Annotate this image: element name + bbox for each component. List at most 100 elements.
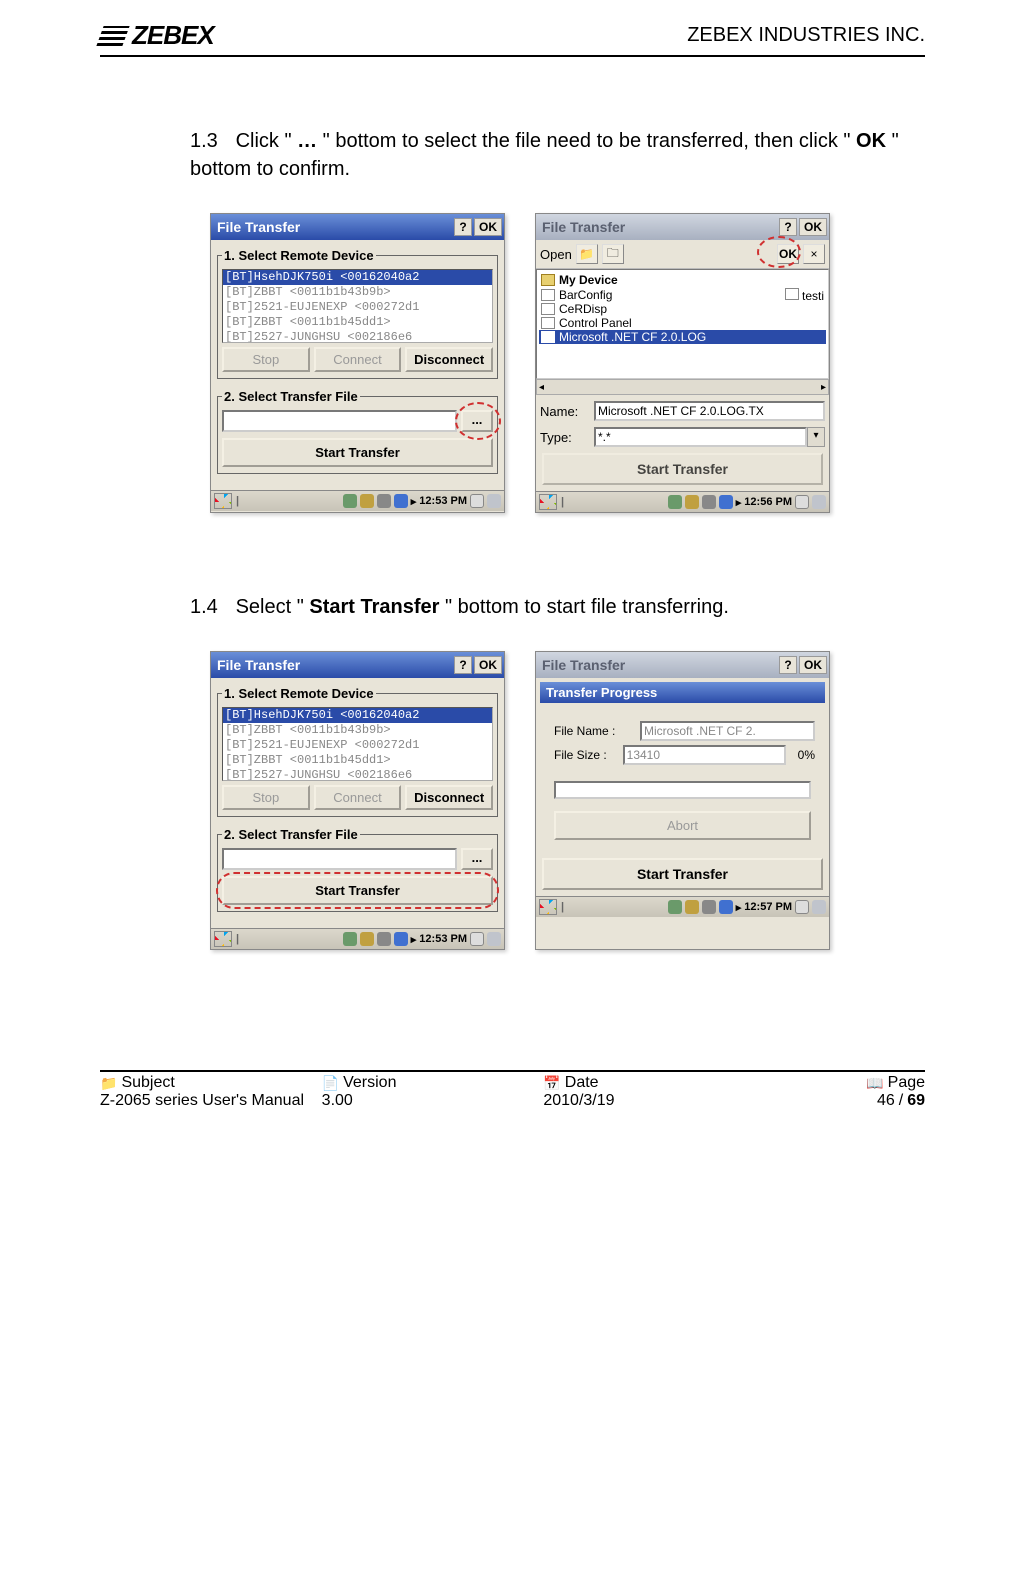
step-text: Select " (236, 596, 310, 618)
list-item[interactable]: [BT]2521-EUJENEXP <000272d1 (223, 300, 492, 315)
filesize-label: File Size : (554, 748, 617, 762)
screenshot-row-1: File Transfer ? OK 1. Select Remote Devi… (210, 213, 925, 513)
tray-calendar-icon[interactable] (795, 495, 809, 509)
list-item[interactable]: [BT]2527-JUNGHSU <002186e6 (223, 330, 492, 343)
file-item[interactable]: CeRDisp (539, 302, 826, 316)
device-listbox[interactable]: [BT]HsehDJK750i <00162040a2 [BT]ZBBT <00… (222, 707, 493, 781)
tray-volume-icon[interactable] (702, 900, 716, 914)
start-menu-icon[interactable] (539, 494, 557, 510)
tray-arrow-icon[interactable]: ▸ (411, 933, 417, 946)
tray-network-icon[interactable] (685, 495, 699, 509)
device-listbox[interactable]: [BT]HsehDJK750i <00162040a2 [BT]ZBBT <00… (222, 269, 493, 343)
horizontal-scrollbar[interactable]: ◂▸ (536, 379, 829, 395)
step-text: " bottom to start file transferring. (439, 596, 728, 618)
tray-globe-icon[interactable] (668, 495, 682, 509)
browse-button[interactable]: ... (461, 848, 493, 870)
group-select-file: 2. Select Transfer File ... Start Transf… (217, 827, 498, 912)
tray-bluetooth-icon[interactable] (394, 494, 408, 508)
help-button[interactable]: ? (779, 656, 797, 674)
open-label: Open (540, 247, 572, 262)
footer-page-total: 69 (907, 1092, 925, 1110)
scroll-right-icon[interactable]: ▸ (821, 382, 826, 393)
tray-volume-icon[interactable] (702, 495, 716, 509)
page-header: ZEBEX ZEBEX INDUSTRIES INC. (100, 20, 925, 57)
name-input[interactable] (594, 401, 825, 421)
tray-calendar-icon[interactable] (470, 494, 484, 508)
tray-globe-icon[interactable] (343, 494, 357, 508)
tray-desktop-icon[interactable] (812, 900, 826, 914)
start-transfer-button[interactable]: Start Transfer (542, 858, 823, 890)
dialog-close-button[interactable]: × (803, 244, 825, 264)
dialog-ok-button[interactable]: OK (777, 244, 799, 264)
help-button[interactable]: ? (779, 218, 797, 236)
tray-arrow-icon[interactable]: ▸ (736, 496, 742, 509)
start-menu-icon[interactable] (214, 493, 232, 509)
tray-network-icon[interactable] (360, 932, 374, 946)
connect-button[interactable]: Connect (314, 785, 402, 810)
disconnect-button[interactable]: Disconnect (405, 785, 493, 810)
dropdown-arrow-icon[interactable]: ▾ (807, 427, 825, 447)
stop-button[interactable]: Stop (222, 347, 310, 372)
stop-button[interactable]: Stop (222, 785, 310, 810)
file-item-extra[interactable]: testi (785, 288, 824, 303)
ok-button[interactable]: OK (799, 218, 827, 236)
file-icon (785, 288, 799, 300)
list-item[interactable]: [BT]HsehDJK750i <00162040a2 (223, 270, 492, 285)
tray-volume-icon[interactable] (377, 494, 391, 508)
step-text: Click " (236, 130, 298, 152)
ok-button[interactable]: OK (474, 656, 502, 674)
scroll-left-icon[interactable]: ◂ (539, 382, 544, 393)
tray-desktop-icon[interactable] (487, 932, 501, 946)
group-select-device: 1. Select Remote Device [BT]HsehDJK750i … (217, 686, 498, 817)
start-transfer-button[interactable]: Start Transfer (222, 438, 493, 467)
disconnect-button[interactable]: Disconnect (405, 347, 493, 372)
tray-bluetooth-icon[interactable] (394, 932, 408, 946)
file-item[interactable]: Microsoft .NET CF 2.0.LOG (539, 330, 826, 344)
group-legend: 1. Select Remote Device (222, 248, 376, 263)
tray-desktop-icon[interactable] (812, 495, 826, 509)
tray-desktop-icon[interactable] (487, 494, 501, 508)
type-select[interactable] (594, 427, 807, 447)
tray-network-icon[interactable] (360, 494, 374, 508)
file-item[interactable]: BarConfig (539, 288, 826, 302)
file-icon (541, 317, 555, 329)
type-row: Type: ▾ (540, 427, 825, 447)
file-list[interactable]: My Device BarConfig CeRDisp Control Pane… (536, 269, 829, 379)
help-button[interactable]: ? (454, 218, 472, 236)
help-button[interactable]: ? (454, 656, 472, 674)
list-item[interactable]: [BT]2521-EUJENEXP <000272d1 (223, 738, 492, 753)
start-transfer-button[interactable]: Start Transfer (222, 876, 493, 905)
device-icon (541, 274, 555, 286)
connect-button[interactable]: Connect (314, 347, 402, 372)
tray-network-icon[interactable] (685, 900, 699, 914)
list-item[interactable]: [BT]ZBBT <0011b1b45dd1> (223, 753, 492, 768)
tray-globe-icon[interactable] (343, 932, 357, 946)
abort-button[interactable]: Abort (554, 811, 811, 840)
start-menu-icon[interactable] (539, 899, 557, 915)
tray-volume-icon[interactable] (377, 932, 391, 946)
start-menu-icon[interactable] (214, 931, 232, 947)
list-item[interactable]: [BT]ZBBT <0011b1b45dd1> (223, 315, 492, 330)
file-path-input[interactable] (222, 410, 457, 432)
list-item[interactable]: [BT]ZBBT <0011b1b43b9b> (223, 723, 492, 738)
browse-button[interactable]: ... (461, 410, 493, 432)
ok-button[interactable]: OK (474, 218, 502, 236)
list-item[interactable]: [BT]HsehDJK750i <00162040a2 (223, 708, 492, 723)
screenshot-row-2: File Transfer ? OK 1. Select Remote Devi… (210, 651, 925, 950)
tray-calendar-icon[interactable] (795, 900, 809, 914)
list-item[interactable]: [BT]2527-JUNGHSU <002186e6 (223, 768, 492, 781)
up-folder-icon[interactable]: 📁 (576, 244, 598, 264)
file-item[interactable]: Control Panel (539, 316, 826, 330)
tray-globe-icon[interactable] (668, 900, 682, 914)
footer-date-label: Date (565, 1074, 599, 1092)
folder-icon[interactable]: 🗀 (602, 244, 624, 264)
tray-calendar-icon[interactable] (470, 932, 484, 946)
screenshot-file-transfer-start: File Transfer ? OK 1. Select Remote Devi… (210, 651, 505, 950)
tray-arrow-icon[interactable]: ▸ (411, 495, 417, 508)
tray-bluetooth-icon[interactable] (719, 495, 733, 509)
list-item[interactable]: [BT]ZBBT <0011b1b43b9b> (223, 285, 492, 300)
tray-bluetooth-icon[interactable] (719, 900, 733, 914)
file-path-input[interactable] (222, 848, 457, 870)
tray-arrow-icon[interactable]: ▸ (736, 901, 742, 914)
ok-button[interactable]: OK (799, 656, 827, 674)
